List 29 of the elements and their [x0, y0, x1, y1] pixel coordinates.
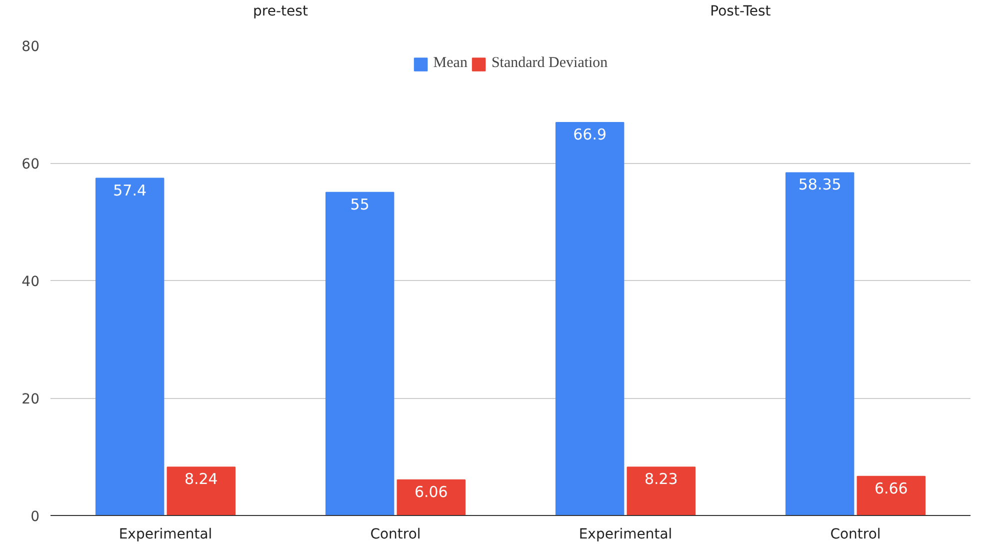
legend-label: Mean — [433, 55, 468, 72]
y-tick-label: 80 — [22, 39, 40, 55]
data-label: 66.9 — [573, 125, 607, 144]
x-tick-label: Control — [370, 526, 421, 542]
data-label: 58.35 — [798, 176, 842, 194]
bar — [166, 466, 236, 516]
bar — [325, 192, 394, 516]
bar — [626, 466, 696, 516]
text: pre-test — [253, 4, 308, 20]
x-tick-label: Experimental — [578, 526, 672, 542]
data-label: 6.06 — [414, 482, 448, 501]
legend-label: Standard Deviation — [491, 55, 608, 72]
x-tick-label: Control — [830, 526, 881, 542]
bar — [396, 479, 466, 516]
bar — [95, 178, 164, 516]
y-tick-label: 0 — [30, 509, 40, 525]
text: Post-Test — [710, 4, 772, 20]
data-label: 8.24 — [184, 470, 218, 488]
x-tick-label: Experimental — [118, 526, 212, 542]
data-label: 6.66 — [874, 479, 908, 498]
data-label: 8.23 — [644, 470, 678, 488]
bar — [785, 172, 854, 516]
y-tick-label: 60 — [22, 156, 40, 172]
bar — [555, 122, 624, 516]
y-tick-label: 40 — [22, 274, 40, 290]
data-label: 57.4 — [113, 181, 147, 200]
data-label: 55 — [350, 195, 370, 214]
bar — [856, 476, 926, 516]
y-tick-label: 20 — [22, 392, 40, 408]
